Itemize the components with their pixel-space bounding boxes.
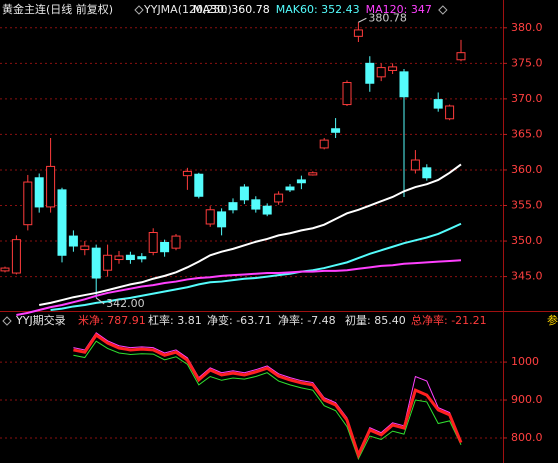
series-line xyxy=(39,163,462,307)
candle-body xyxy=(410,159,420,171)
candle-body xyxy=(57,189,67,256)
candle-body xyxy=(11,239,21,274)
candle-body xyxy=(68,235,78,247)
candle-body xyxy=(91,247,101,279)
indicator-stat: 净变: -63.71 xyxy=(207,313,272,327)
y-tick-label: 1000 xyxy=(511,355,539,368)
panel-title: YYJ期交录 xyxy=(15,313,66,327)
candle-body xyxy=(103,254,113,271)
candle-body xyxy=(319,139,329,149)
annotation: 380.78 xyxy=(368,11,407,24)
candle-body xyxy=(239,186,249,201)
candle-body xyxy=(365,62,375,84)
candle-body xyxy=(422,167,432,179)
candle-body xyxy=(296,179,306,184)
annotation-leader xyxy=(358,17,367,23)
candle-body xyxy=(23,181,33,226)
indicator-stat: 初量: 85.40 xyxy=(345,313,406,327)
indicator-stat: 米净: 787.91 xyxy=(78,313,146,327)
indicator-stat: 净率: -7.48 xyxy=(278,313,336,327)
y-tick-label: 345.0 xyxy=(511,270,543,283)
indicator-stat: 总净率: -21.21 xyxy=(411,313,487,327)
candle-body xyxy=(160,241,170,253)
series-line xyxy=(73,340,462,461)
candle-body xyxy=(388,66,398,71)
annotation-leader xyxy=(95,297,105,305)
series-line xyxy=(16,259,462,316)
candle-body xyxy=(251,199,261,210)
series-line xyxy=(50,222,462,311)
candle-body xyxy=(137,256,147,260)
candle-body xyxy=(262,205,272,215)
candle-body xyxy=(456,52,466,61)
y-tick-label: 355.0 xyxy=(511,199,543,212)
icon xyxy=(2,316,12,326)
y-tick-label: 900.0 xyxy=(511,393,543,406)
candle-body xyxy=(217,211,227,228)
icon xyxy=(438,5,448,15)
chart-title: 黄金主连(日线 前复权) xyxy=(2,2,113,16)
candle-body xyxy=(125,254,135,261)
candle-body xyxy=(285,186,295,191)
candle-body xyxy=(376,67,386,78)
candle-body xyxy=(205,209,215,225)
indicator-name: YYJMA(120,250) xyxy=(143,3,232,16)
y-tick-label: 350.0 xyxy=(511,234,543,247)
candle-body xyxy=(0,267,10,272)
candle-body xyxy=(194,173,204,197)
legend-entry: MA30: 360.78 xyxy=(193,3,270,16)
y-tick-label: 380.0 xyxy=(511,21,543,34)
legend-entry: MAK60: 352.43 xyxy=(276,3,360,16)
indicator-stat: 参 xyxy=(547,313,558,327)
candle-body xyxy=(171,235,181,249)
y-tick-label: 365.0 xyxy=(511,127,543,140)
y-tick-label: 360.0 xyxy=(511,163,543,176)
candle-body xyxy=(445,105,455,120)
legend-entry: MA120: 347 xyxy=(366,3,432,16)
candle-body xyxy=(228,202,238,211)
candle-body xyxy=(114,255,124,261)
indicator-stat: 杠率: 3.81 xyxy=(148,313,202,327)
candle-body xyxy=(34,177,44,208)
y-tick-label: 370.0 xyxy=(511,92,543,105)
series-line xyxy=(73,333,463,460)
candle-body xyxy=(46,165,56,208)
candle-body xyxy=(148,232,158,253)
candle-body xyxy=(399,71,409,98)
icon xyxy=(134,5,144,15)
y-tick-label: 375.0 xyxy=(511,56,543,69)
candle-body xyxy=(342,82,352,106)
candle-body xyxy=(182,170,192,177)
candle-body xyxy=(80,245,90,251)
series-line xyxy=(73,332,462,455)
candle-body xyxy=(433,99,443,109)
candle-body xyxy=(274,193,284,203)
candle-body xyxy=(331,128,341,133)
candle-body xyxy=(353,29,363,37)
annotation: 342.00 xyxy=(106,297,145,310)
candle-body xyxy=(308,172,318,176)
y-tick-label: 800.0 xyxy=(511,431,543,444)
